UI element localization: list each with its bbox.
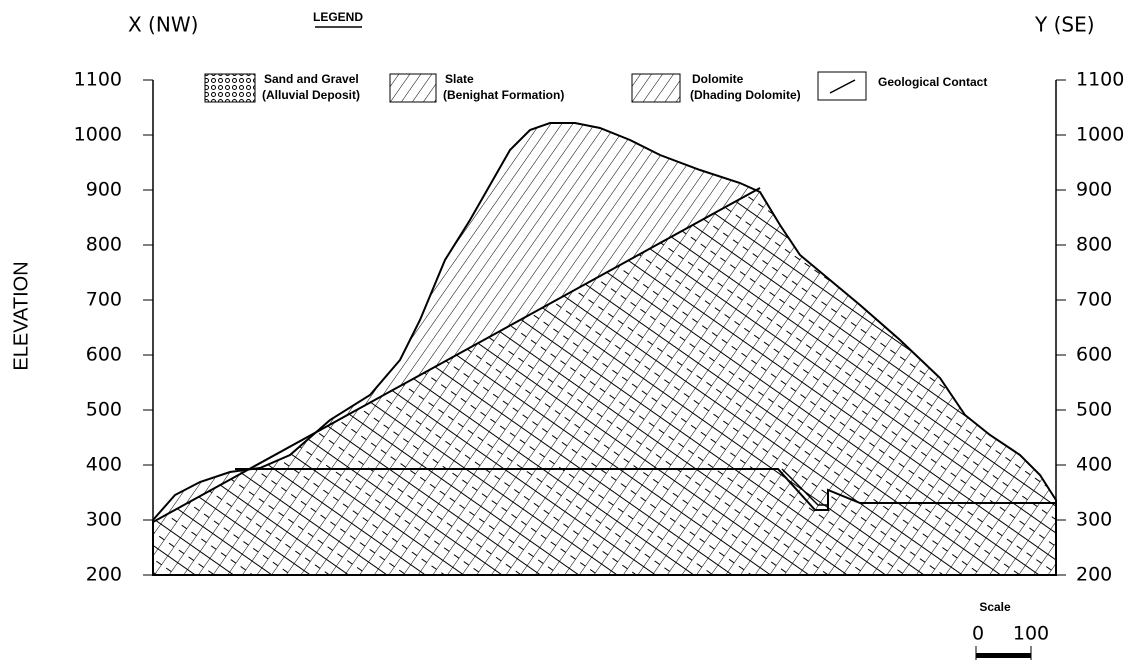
y2-tick-label: 500 <box>1076 399 1112 421</box>
legend-swatch <box>205 74 255 102</box>
y2-tick-label: 700 <box>1076 289 1112 311</box>
legend-label: Geological Contact <box>878 75 987 89</box>
legend-title: LEGEND <box>313 10 363 24</box>
y-tick-label: 200 <box>86 564 122 586</box>
legend-label: Dolomite <box>692 72 744 86</box>
y2-tick-label: 300 <box>1076 509 1112 531</box>
legend-swatch <box>390 74 436 102</box>
scale-start: 0 <box>972 623 984 645</box>
y-tick-label: 900 <box>86 179 122 201</box>
y2-tick-label: 400 <box>1076 454 1112 476</box>
scale-end: 100 <box>1013 623 1049 645</box>
legend-label: (Benighat Formation) <box>443 88 564 102</box>
y2-tick-label: 600 <box>1076 344 1112 366</box>
y-tick-label: 1000 <box>74 124 122 146</box>
y-tick-label: 600 <box>86 344 122 366</box>
y2-tick-label: 200 <box>1076 564 1112 586</box>
legend-label: Slate <box>445 72 474 86</box>
legend-label: (Dhading Dolomite) <box>690 88 801 102</box>
legend-label: Sand and Gravel <box>264 72 359 86</box>
right-header: Y (SE) <box>1034 13 1095 37</box>
scale-title: Scale <box>979 600 1011 614</box>
y2-tick-label: 800 <box>1076 234 1112 256</box>
y-tick-label: 700 <box>86 289 122 311</box>
left-header: X (NW) <box>128 13 198 37</box>
y-tick-label: 800 <box>86 234 122 256</box>
axis-label: ELEVATION <box>10 261 32 370</box>
y-tick-label: 1100 <box>74 69 122 91</box>
strata <box>150 100 1060 580</box>
cross-section: X (NW) Y (SE) LEGEND Sand and Gravel (Alluvi… <box>0 0 1144 663</box>
y2-tick-label: 1000 <box>1076 124 1124 146</box>
legend-swatch <box>632 74 680 102</box>
y-tick-label: 300 <box>86 509 122 531</box>
y-tick-label: 400 <box>86 454 122 476</box>
scale-bar <box>976 653 1031 658</box>
y2-tick-label: 1100 <box>1076 69 1124 91</box>
y-tick-label: 500 <box>86 399 122 421</box>
legend-label: (Alluvial Deposit) <box>262 88 360 102</box>
y2-tick-label: 900 <box>1076 179 1112 201</box>
